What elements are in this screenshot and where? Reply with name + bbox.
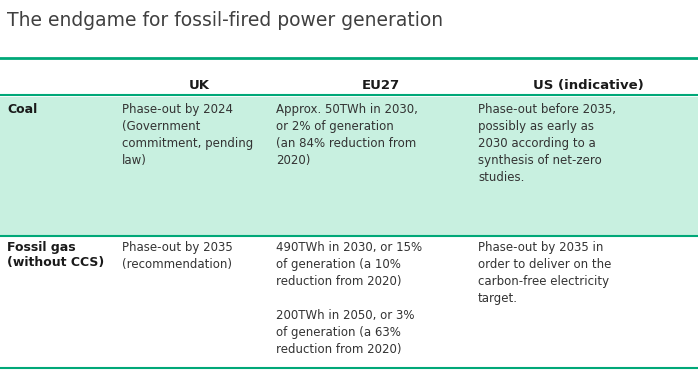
- Text: UK: UK: [188, 79, 209, 92]
- Text: The endgame for fossil-fired power generation: The endgame for fossil-fired power gener…: [7, 11, 443, 30]
- Text: Phase-out by 2035 in
order to deliver on the
carbon-free electricity
target.: Phase-out by 2035 in order to deliver on…: [478, 241, 611, 305]
- Bar: [0, 97, 698, 236]
- Text: Phase-out before 2035,
possibly as early as
2030 according to a
synthesis of net: Phase-out before 2035, possibly as early…: [478, 103, 616, 184]
- Bar: [0, 236, 698, 370]
- Text: US (indicative): US (indicative): [533, 79, 644, 92]
- Text: Fossil gas
(without CCS): Fossil gas (without CCS): [7, 241, 104, 269]
- Text: 490TWh in 2030, or 15%
of generation (a 10%
reduction from 2020)

200TWh in 2050: 490TWh in 2030, or 15% of generation (a …: [276, 241, 422, 356]
- Text: Approx. 50TWh in 2030,
or 2% of generation
(an 84% reduction from
2020): Approx. 50TWh in 2030, or 2% of generati…: [276, 103, 417, 167]
- Text: Phase-out by 2035
(recommendation): Phase-out by 2035 (recommendation): [122, 241, 233, 271]
- Text: EU27: EU27: [362, 79, 399, 92]
- Text: Phase-out by 2024
(Government
commitment, pending
law): Phase-out by 2024 (Government commitment…: [122, 103, 253, 167]
- Text: Coal: Coal: [7, 103, 37, 116]
